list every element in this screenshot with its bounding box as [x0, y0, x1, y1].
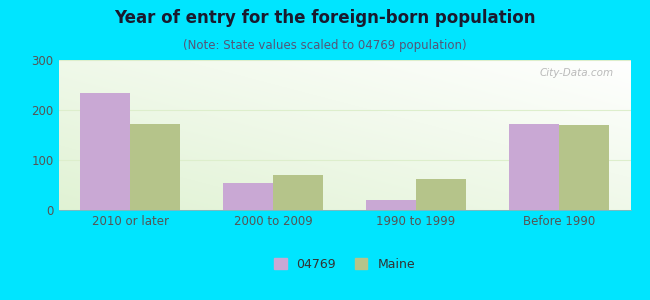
Text: City-Data.com: City-Data.com: [540, 68, 614, 77]
Bar: [223, 182, 273, 210]
Bar: [416, 178, 466, 210]
Bar: [80, 92, 130, 210]
Legend: 04769, Maine: 04769, Maine: [269, 253, 420, 276]
Text: Year of entry for the foreign-born population: Year of entry for the foreign-born popul…: [114, 9, 536, 27]
Bar: [366, 200, 416, 210]
Bar: [559, 125, 609, 210]
Bar: [130, 124, 180, 210]
Text: (Note: State values scaled to 04769 population): (Note: State values scaled to 04769 popu…: [183, 39, 467, 52]
Bar: [273, 175, 323, 210]
Bar: [509, 124, 559, 210]
